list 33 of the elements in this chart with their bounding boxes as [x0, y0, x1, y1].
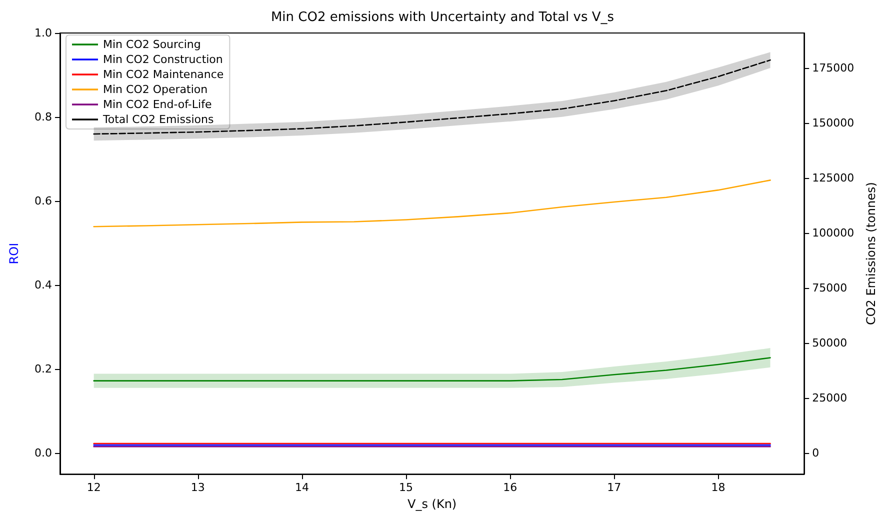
x-tick-label: 14 [294, 481, 309, 494]
y-tick-label: 0.0 [34, 446, 52, 460]
y2-axis-title: CO2 Emissions (tonnes) [864, 182, 878, 326]
legend-label: Total CO2 Emissions [102, 113, 214, 126]
y-axis-title: ROI [7, 242, 21, 264]
legend-label: Min CO2 Construction [103, 53, 223, 66]
x-tick-label: 16 [503, 481, 518, 494]
y-tick-label: 1.0 [34, 26, 52, 40]
chart-title: Min CO2 emissions with Uncertainty and Total vs V_s [270, 10, 614, 25]
y2-tick-label: 25000 [812, 392, 848, 405]
y2-tick-label: 50000 [812, 336, 848, 350]
y2-tick-label: 75000 [812, 282, 848, 295]
x-axis-title: V_s (Kn) [407, 497, 457, 511]
y2-tick-label: 0 [812, 446, 820, 460]
legend-label: Min CO2 Maintenance [103, 68, 224, 81]
legend-label: Min CO2 Sourcing [103, 38, 201, 51]
y-tick-label: 0.6 [34, 194, 52, 208]
x-tick-label: 13 [190, 481, 205, 494]
y-tick-label: 0.4 [34, 278, 52, 292]
x-tick-label: 15 [399, 481, 414, 494]
legend-label: Min CO2 End-of-Life [103, 98, 212, 111]
line-series [93, 180, 771, 228]
x-tick-label: 17 [607, 481, 622, 494]
y-tick-label: 0.2 [34, 362, 52, 376]
y2-tick-label: 100000 [812, 226, 854, 240]
y2-tick-label: 175000 [812, 62, 854, 75]
y2-tick-label: 150000 [812, 116, 854, 130]
legend-label: Min CO2 Operation [103, 83, 208, 96]
y2-tick-label: 125000 [812, 172, 854, 185]
x-tick-label: 18 [711, 481, 726, 494]
x-tick-label: 12 [86, 481, 101, 494]
y-tick-label: 0.8 [34, 110, 52, 124]
line-series [93, 357, 771, 382]
